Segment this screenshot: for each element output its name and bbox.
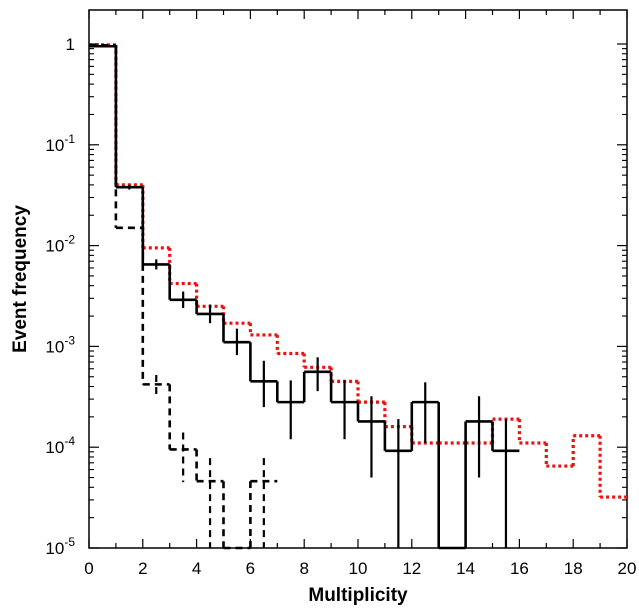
y-tick-label: 10-3 — [45, 333, 75, 356]
y-tick-label: 10-1 — [45, 132, 75, 155]
x-tick-label: 20 — [618, 559, 637, 578]
x-tick-label: 0 — [84, 559, 93, 578]
tick-layer: 0 2 4 6 8 10 12 14 16 18 20 1 10-1 10-2 10-3 10-4 10-5 — [45, 10, 636, 578]
series-dashed — [89, 44, 278, 550]
y-tick-label: 1 — [66, 35, 75, 54]
y-tick-label: 10-4 — [45, 434, 75, 457]
series-layer — [89, 43, 627, 550]
x-tick-label: 10 — [349, 559, 368, 578]
y-tick-label: 10-2 — [45, 233, 75, 256]
x-tick-label: 16 — [510, 559, 529, 578]
y-tick-label: 10-5 — [45, 535, 75, 558]
x-tick-label: 6 — [246, 559, 255, 578]
x-axis-title: Multiplicity — [308, 585, 408, 606]
x-tick-label: 8 — [299, 559, 308, 578]
x-tick-label: 14 — [456, 559, 475, 578]
x-tick-label: 4 — [192, 559, 201, 578]
x-tick-label: 2 — [138, 559, 147, 578]
x-tick-label: 12 — [402, 559, 421, 578]
series-solid — [89, 44, 520, 550]
y-axis-title: Event frequency — [10, 205, 31, 353]
x-tick-label: 18 — [564, 559, 583, 578]
